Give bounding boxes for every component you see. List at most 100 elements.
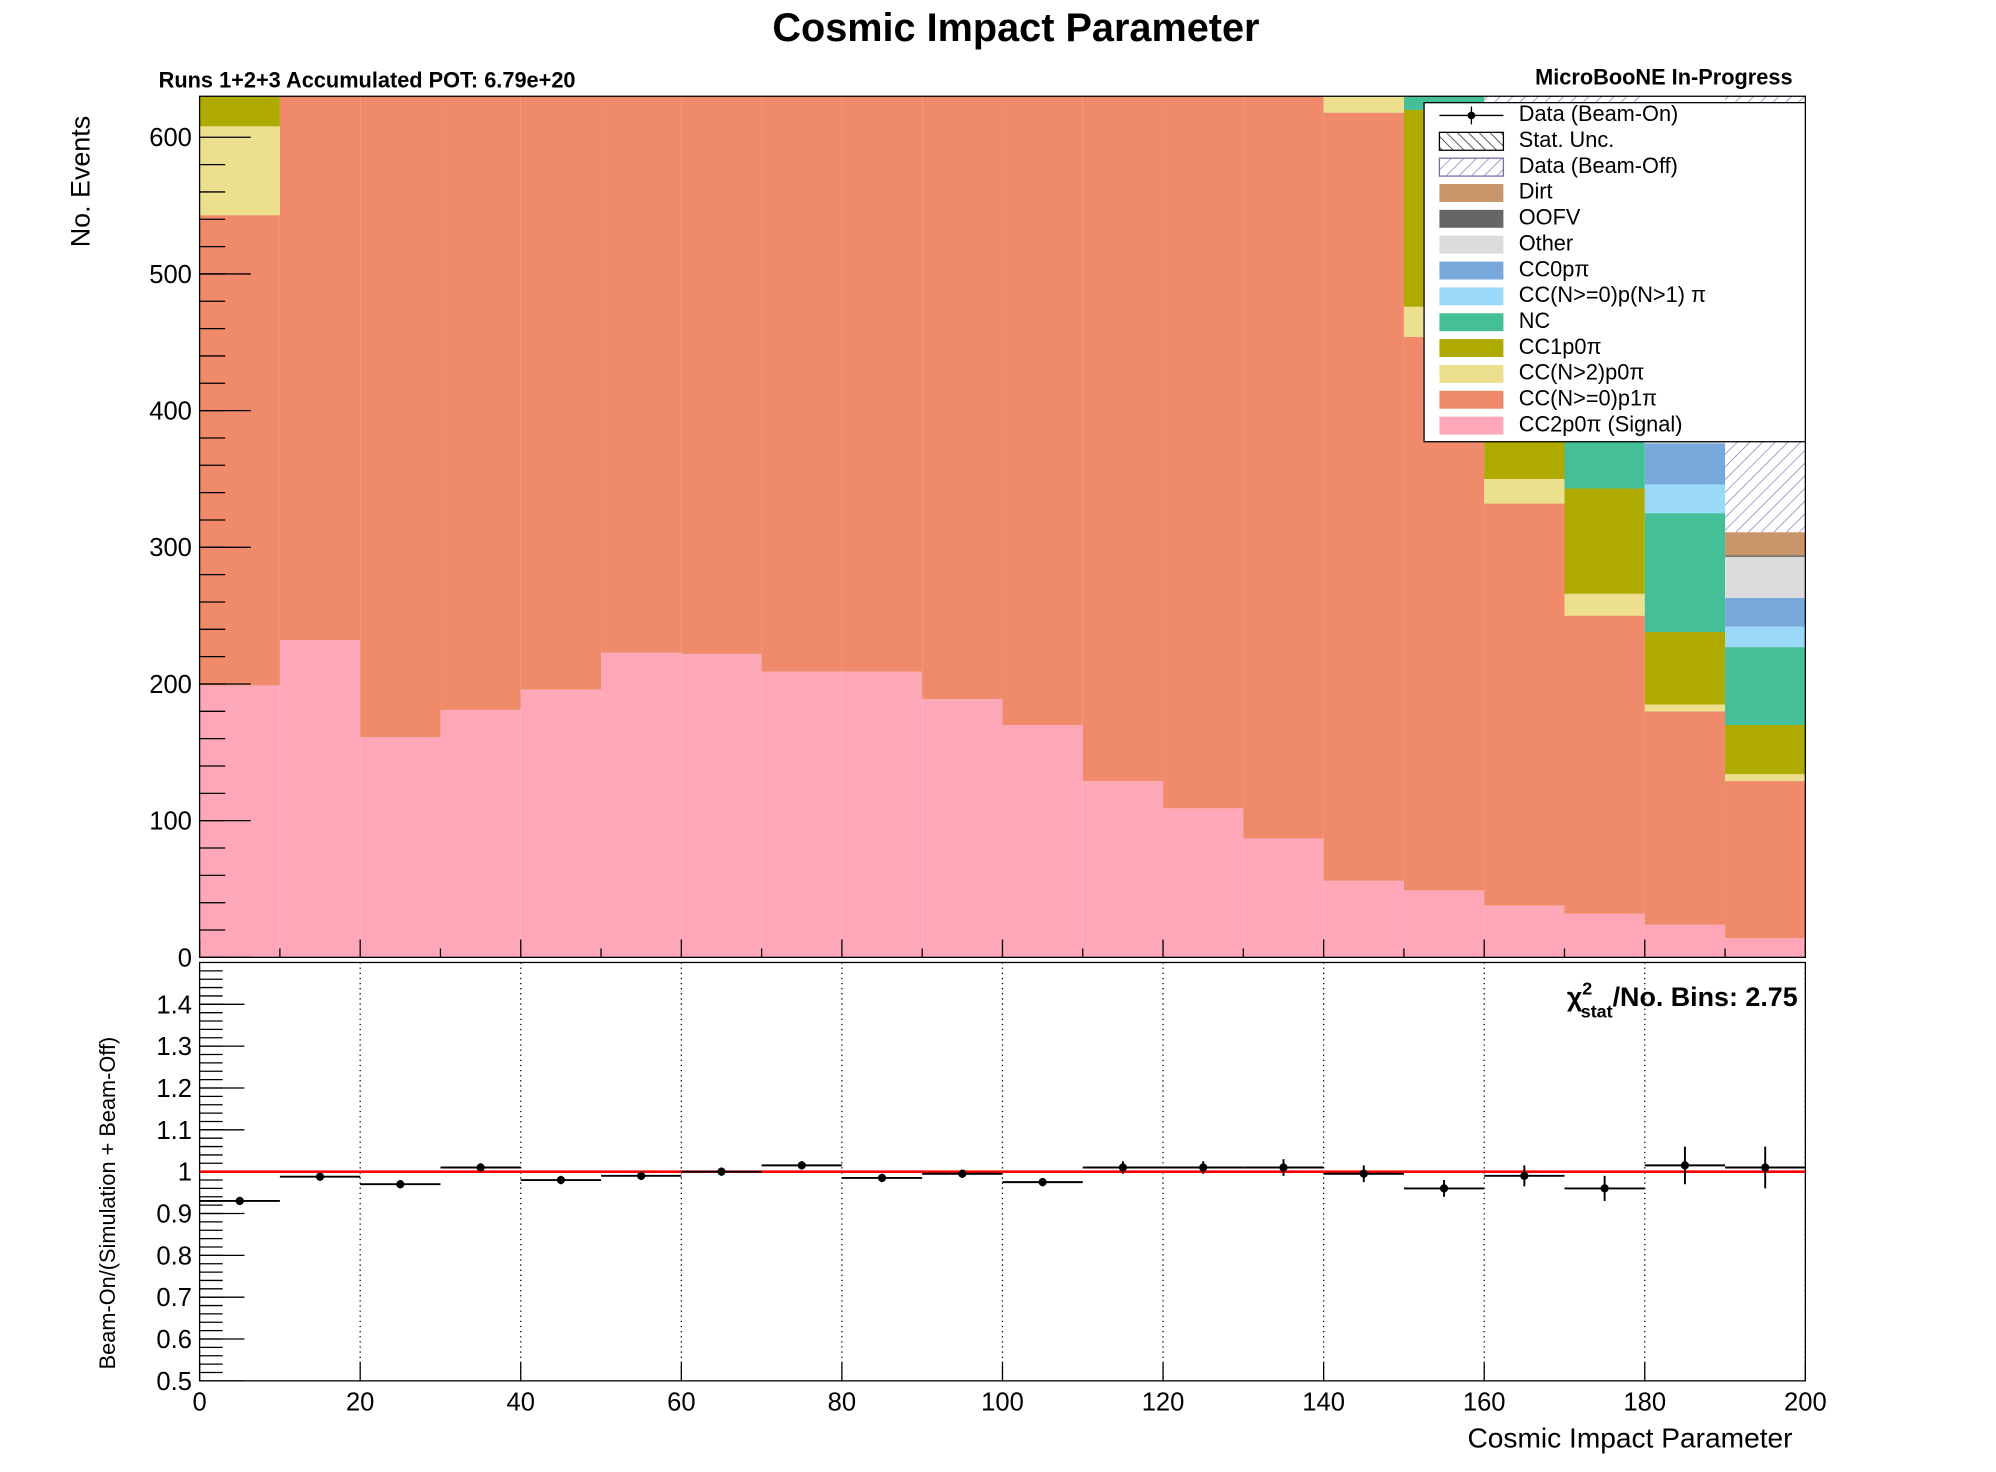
- data-point: [1520, 1171, 1529, 1180]
- stack-segment: [1725, 938, 1806, 958]
- y-tick-label: 1.2: [156, 1075, 192, 1103]
- stack-segment: [1484, 478, 1565, 504]
- y-tick-label: 200: [149, 671, 192, 699]
- x-tick-label: 160: [1463, 1388, 1506, 1416]
- stack-segment: [1324, 44, 1404, 85]
- data-point: [637, 1171, 646, 1180]
- y-tick-label: 0.5: [156, 1368, 192, 1396]
- data-point: [1680, 1161, 1690, 1170]
- stack-segment: [1564, 913, 1645, 958]
- legend-label: CC0pπ: [1519, 256, 1590, 281]
- stack-segment: [1644, 924, 1726, 958]
- stack-segment: [1725, 724, 1806, 775]
- data-point: [556, 1175, 565, 1185]
- stack-segment: [1323, 112, 1404, 881]
- chart-title: Cosmic Impact Parameter: [772, 6, 1259, 50]
- stack-segment: [440, 709, 521, 958]
- stack-segment: [199, 126, 280, 216]
- stack-segment: [1644, 704, 1726, 712]
- data-point: [1118, 1163, 1128, 1172]
- legend-label: Data (Beam-On): [1519, 101, 1679, 126]
- y-tick-label: 600: [149, 124, 192, 152]
- y-tick-label: 1.4: [156, 991, 192, 1019]
- ratio-y-axis-title: Beam-On/(Simulation + Beam-Off): [95, 1037, 120, 1370]
- y-tick-label: 1.1: [156, 1117, 192, 1145]
- stack-segment: [1644, 632, 1726, 705]
- stack-segment: [360, 737, 441, 958]
- legend-label: CC2p0π (Signal): [1519, 411, 1683, 436]
- stack-segment: [841, 96, 923, 672]
- x-tick-label: 20: [346, 1388, 374, 1416]
- legend-label: CC(N>2)p0π: [1519, 360, 1645, 385]
- data-point: [396, 1180, 405, 1189]
- y-tick-label: 0: [178, 944, 192, 972]
- legend-swatch: [1439, 287, 1504, 306]
- y-tick-label: 0.6: [156, 1326, 192, 1354]
- data-point: [315, 1172, 325, 1181]
- stack-segment: [1243, 96, 1324, 839]
- data-point: [877, 1173, 887, 1183]
- stack-segment: [1002, 724, 1083, 958]
- chi2-annotation: χ2 stat/No. Bins: 2.75: [1567, 978, 1798, 1021]
- y-tick-label: 0.9: [156, 1200, 192, 1228]
- x-tick-label: 60: [667, 1388, 695, 1416]
- legend-label: Other: [1519, 230, 1573, 255]
- x-tick-label: 100: [981, 1388, 1024, 1416]
- legend-label: NC: [1519, 308, 1550, 333]
- legend-swatch: [1439, 313, 1504, 332]
- y-tick-label: 1: [178, 1159, 192, 1187]
- stack-segment: [681, 96, 762, 654]
- stack-segment: [199, 685, 280, 958]
- legend-swatch: [1439, 235, 1504, 254]
- x-tick-label: 40: [507, 1388, 535, 1416]
- stack-segment: [1403, 96, 1485, 110]
- y-tick-label: 100: [149, 808, 192, 836]
- stack-segment: [1644, 443, 1726, 485]
- y-tick-label: 0.8: [156, 1242, 192, 1270]
- stack-segment: [1163, 96, 1244, 809]
- stack-segment: [922, 699, 1003, 958]
- stack-segment: [1484, 905, 1565, 958]
- stack-segment: [761, 96, 842, 672]
- chi-symbol: χ: [1567, 982, 1583, 1012]
- stack-segment: [1725, 647, 1806, 725]
- stack-segment: [1564, 593, 1645, 616]
- stack-segment: [761, 671, 842, 958]
- data-point: [1600, 1184, 1609, 1193]
- y-tick-label: 300: [149, 534, 192, 562]
- x-tick-label: 180: [1623, 1388, 1666, 1416]
- stack-segment: [681, 653, 762, 958]
- stack-segment: [520, 96, 602, 690]
- legend-marker: [1467, 111, 1476, 120]
- data-point: [1199, 1163, 1208, 1172]
- stack-segment: [1082, 781, 1164, 958]
- x-tick-label: 200: [1784, 1388, 1827, 1416]
- stack-segment: [1323, 880, 1404, 958]
- legend-label: CC(N>=0)p1π: [1519, 386, 1657, 411]
- data-point: [476, 1163, 485, 1172]
- subtitle-left: Runs 1+2+3 Accumulated POT: 6.79e+20: [159, 67, 576, 92]
- legend-label: CC(N>=0)p(N>1) π: [1519, 282, 1706, 307]
- chi-text: /No. Bins: 2.75: [1613, 982, 1798, 1012]
- stack-segment: [1564, 488, 1645, 594]
- legend-swatch: [1438, 157, 1505, 177]
- data-point: [1439, 1184, 1449, 1193]
- stack-segment: [1082, 96, 1164, 782]
- legend-swatch: [1439, 261, 1504, 280]
- legend-label: CC1p0π: [1519, 334, 1602, 359]
- stack-segment: [601, 96, 682, 653]
- stack-segment: [1725, 556, 1806, 598]
- stack-segment: [1725, 532, 1806, 556]
- stack-segment: [1725, 781, 1806, 939]
- stack-segment: [199, 96, 280, 127]
- stack-segment: [1725, 597, 1806, 627]
- stack-segment: [841, 671, 923, 958]
- y-axis-title: No. Events: [66, 116, 96, 247]
- stack-segment: [1725, 555, 1806, 557]
- legend: Data (Beam-On)Stat. Unc.Data (Beam-Off)D…: [1423, 101, 1806, 443]
- legend-swatch: [1438, 131, 1505, 151]
- stack-segment: [1163, 808, 1244, 958]
- x-tick-label: 0: [192, 1388, 206, 1416]
